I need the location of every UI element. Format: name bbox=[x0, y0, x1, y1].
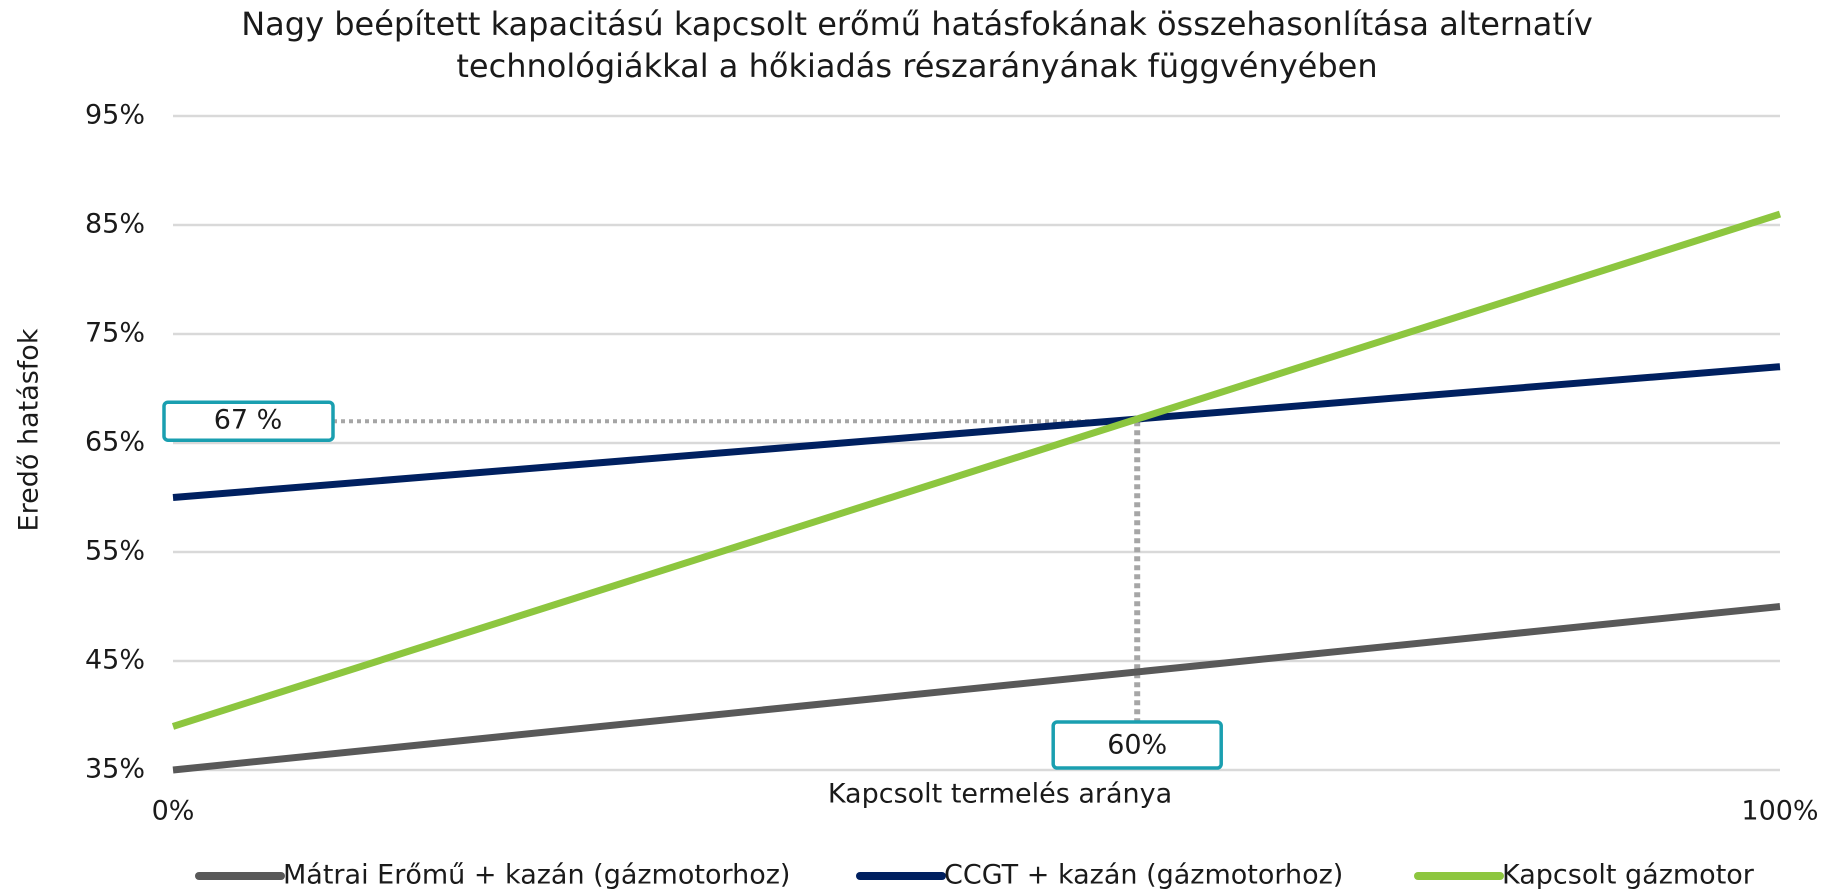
x-tick-label: 100% bbox=[1741, 796, 1818, 827]
y-tick-label: 75% bbox=[85, 318, 145, 349]
series-line bbox=[172, 603, 1781, 774]
y-tick-label: 35% bbox=[85, 754, 145, 785]
series-line bbox=[172, 363, 1781, 501]
y-tick-label: 85% bbox=[85, 209, 145, 240]
legend-label: CCGT + kazán (gázmotorhoz) bbox=[944, 860, 1343, 891]
annotation-box bbox=[162, 400, 335, 442]
x-tick-label: 0% bbox=[152, 796, 195, 827]
y-tick-label: 45% bbox=[85, 645, 145, 676]
annotation-label: 67 % bbox=[214, 405, 283, 436]
y-axis-label: Eredő hatásfok bbox=[14, 328, 45, 531]
x-axis-label: Kapcsolt termelés aránya bbox=[828, 779, 1172, 810]
y-tick-label: 55% bbox=[85, 536, 145, 567]
legend-label: Mátrai Erőmű + kazán (gázmotorhoz) bbox=[283, 860, 790, 891]
series-line bbox=[171, 210, 1782, 730]
annotation-label: 60% bbox=[1107, 730, 1167, 761]
chart-title: Nagy beépített kapacitású kapcsolt erőmű… bbox=[241, 5, 1593, 43]
chart-title: technológiákkal a hőkiadás részarányának… bbox=[456, 47, 1377, 85]
y-tick-label: 65% bbox=[85, 427, 145, 458]
annotation-box bbox=[1051, 720, 1223, 770]
y-tick-label: 95% bbox=[85, 100, 145, 131]
legend-label: Kapcsolt gázmotor bbox=[1502, 860, 1755, 891]
